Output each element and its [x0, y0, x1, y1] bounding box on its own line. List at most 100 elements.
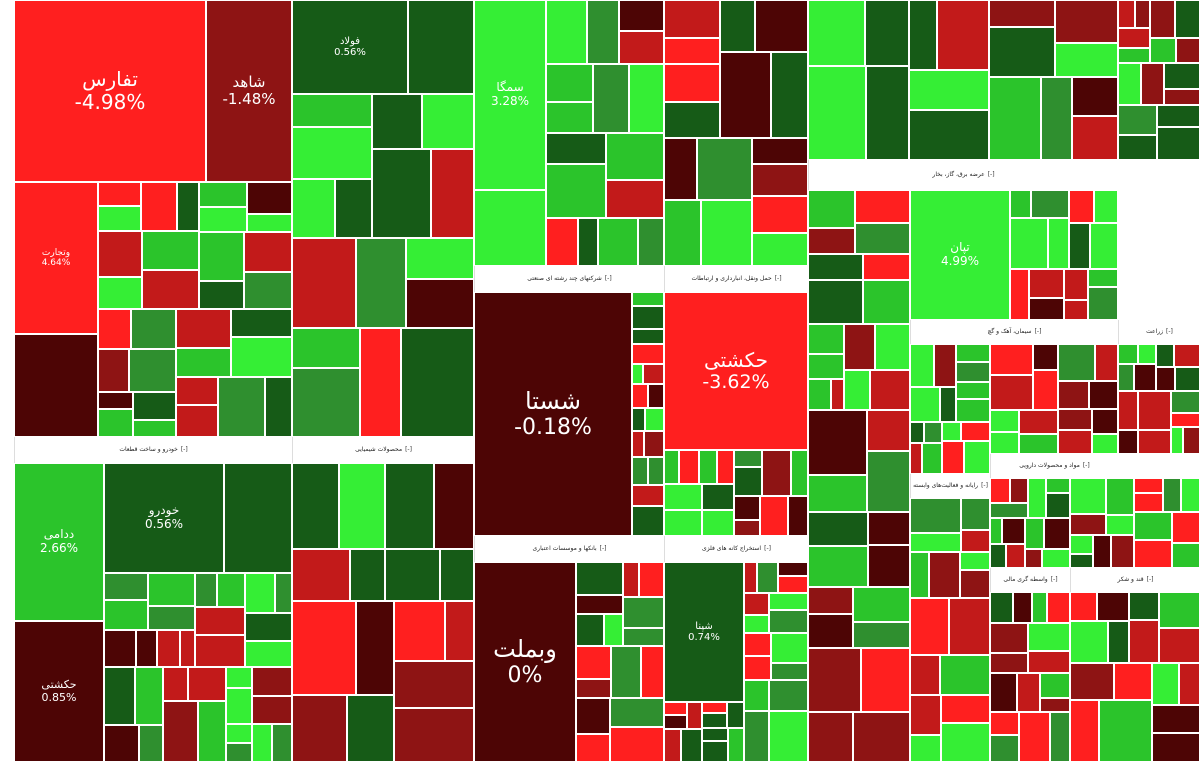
stock-tile[interactable]: تفارس -4.98%	[14, 0, 206, 182]
stock-tile[interactable]	[157, 630, 180, 667]
stock-tile[interactable]	[645, 408, 664, 431]
stock-tile[interactable]	[760, 496, 788, 536]
stock-tile[interactable]	[910, 533, 961, 552]
stock-tile[interactable]	[744, 656, 771, 680]
stock-tile[interactable]	[98, 277, 142, 309]
stock-tile[interactable]	[176, 309, 231, 348]
stock-tile[interactable]	[990, 673, 1017, 712]
stock-tile[interactable]	[940, 655, 990, 695]
stock-tile[interactable]	[679, 450, 699, 484]
stock-tile[interactable]	[664, 702, 687, 715]
stock-tile[interactable]	[292, 463, 339, 549]
stock-tile[interactable]	[1070, 663, 1114, 700]
stock-tile[interactable]	[1069, 190, 1094, 223]
stock-tile[interactable]	[431, 149, 474, 238]
stock-tile[interactable]	[1093, 535, 1111, 568]
stock-tile[interactable]	[1129, 620, 1159, 663]
stock-tile[interactable]	[247, 182, 292, 214]
stock-tile[interactable]	[1118, 105, 1157, 135]
stock-tile[interactable]	[632, 306, 664, 329]
stock-tile[interactable]	[576, 595, 623, 614]
stock-tile[interactable]	[1172, 543, 1200, 568]
stock-tile[interactable]	[1058, 409, 1092, 430]
stock-tile[interactable]	[1058, 381, 1089, 409]
stock-tile[interactable]: تپان 4.99%	[910, 190, 1010, 320]
stock-tile[interactable]	[401, 328, 474, 437]
stock-tile[interactable]	[1134, 540, 1172, 568]
collapse-toggle-icon[interactable]: [-]	[604, 275, 612, 282]
stock-tile[interactable]	[104, 573, 148, 600]
stock-tile[interactable]	[702, 713, 727, 728]
stock-tile[interactable]	[195, 607, 245, 635]
stock-tile[interactable]	[990, 432, 1019, 454]
stock-tile[interactable]	[861, 648, 910, 712]
stock-tile[interactable]: سمگا 3.28%	[474, 0, 546, 190]
stock-tile[interactable]	[1050, 712, 1070, 762]
stock-tile[interactable]	[292, 601, 356, 695]
stock-tile[interactable]	[231, 309, 292, 337]
stock-tile[interactable]	[863, 254, 910, 280]
stock-tile[interactable]	[576, 562, 623, 595]
stock-tile[interactable]	[474, 190, 546, 266]
stock-tile[interactable]	[292, 94, 372, 127]
stock-tile[interactable]	[990, 478, 1010, 503]
stock-tile[interactable]	[576, 646, 611, 679]
stock-tile[interactable]	[163, 701, 198, 762]
stock-tile[interactable]	[643, 364, 664, 384]
stock-tile[interactable]	[910, 735, 941, 762]
stock-tile[interactable]	[956, 382, 990, 399]
stock-tile[interactable]	[199, 281, 244, 309]
stock-tile[interactable]	[360, 328, 401, 437]
stock-tile[interactable]	[1108, 621, 1129, 663]
stock-tile[interactable]	[941, 723, 990, 762]
stock-tile[interactable]	[198, 701, 226, 762]
stock-tile[interactable]	[1164, 89, 1200, 105]
stock-tile[interactable]	[1058, 344, 1095, 381]
stock-tile[interactable]	[619, 0, 664, 31]
stock-tile[interactable]	[844, 370, 870, 410]
stock-tile[interactable]	[1010, 269, 1029, 320]
stock-tile[interactable]	[148, 573, 195, 606]
stock-tile[interactable]	[632, 344, 664, 364]
stock-tile[interactable]	[292, 695, 347, 762]
stock-tile[interactable]	[148, 606, 195, 630]
stock-tile[interactable]	[720, 52, 771, 138]
sector-header[interactable]: محصولات شیمیایی [-]	[292, 437, 474, 463]
stock-tile[interactable]	[875, 324, 910, 370]
stock-tile[interactable]	[910, 498, 961, 533]
stock-tile[interactable]	[956, 344, 990, 362]
stock-tile[interactable]	[771, 663, 808, 680]
stock-tile[interactable]	[1150, 0, 1175, 38]
stock-tile[interactable]	[728, 728, 744, 762]
stock-tile[interactable]	[98, 231, 142, 277]
stock-tile[interactable]	[292, 238, 356, 328]
stock-tile[interactable]	[1032, 592, 1047, 623]
stock-tile[interactable]	[598, 218, 638, 266]
stock-tile[interactable]	[744, 680, 769, 711]
stock-tile[interactable]	[808, 66, 866, 160]
stock-tile[interactable]	[639, 562, 664, 597]
stock-tile[interactable]	[1089, 381, 1118, 409]
stock-tile[interactable]	[1138, 430, 1171, 454]
stock-tile[interactable]	[791, 450, 808, 496]
stock-tile[interactable]	[942, 441, 964, 474]
stock-tile[interactable]	[141, 182, 177, 231]
stock-tile[interactable]	[1025, 549, 1042, 568]
stock-tile[interactable]	[1106, 478, 1134, 515]
stock-tile[interactable]	[702, 741, 728, 762]
stock-tile[interactable]	[217, 573, 245, 607]
stock-tile[interactable]	[578, 218, 598, 266]
stock-tile[interactable]	[347, 695, 394, 762]
stock-tile[interactable]	[769, 680, 808, 711]
stock-tile[interactable]	[1002, 518, 1025, 544]
stock-tile[interactable]	[808, 546, 868, 587]
stock-tile[interactable]	[990, 544, 1006, 568]
sector-header[interactable]: واسطه گری مالی [-]	[990, 568, 1070, 592]
stock-tile[interactable]	[942, 422, 961, 441]
stock-tile[interactable]	[1070, 535, 1093, 554]
stock-tile[interactable]	[752, 196, 808, 233]
stock-tile[interactable]	[1010, 478, 1028, 503]
stock-tile[interactable]	[1040, 673, 1070, 698]
stock-tile[interactable]	[394, 661, 474, 708]
stock-tile[interactable]	[1135, 0, 1150, 28]
